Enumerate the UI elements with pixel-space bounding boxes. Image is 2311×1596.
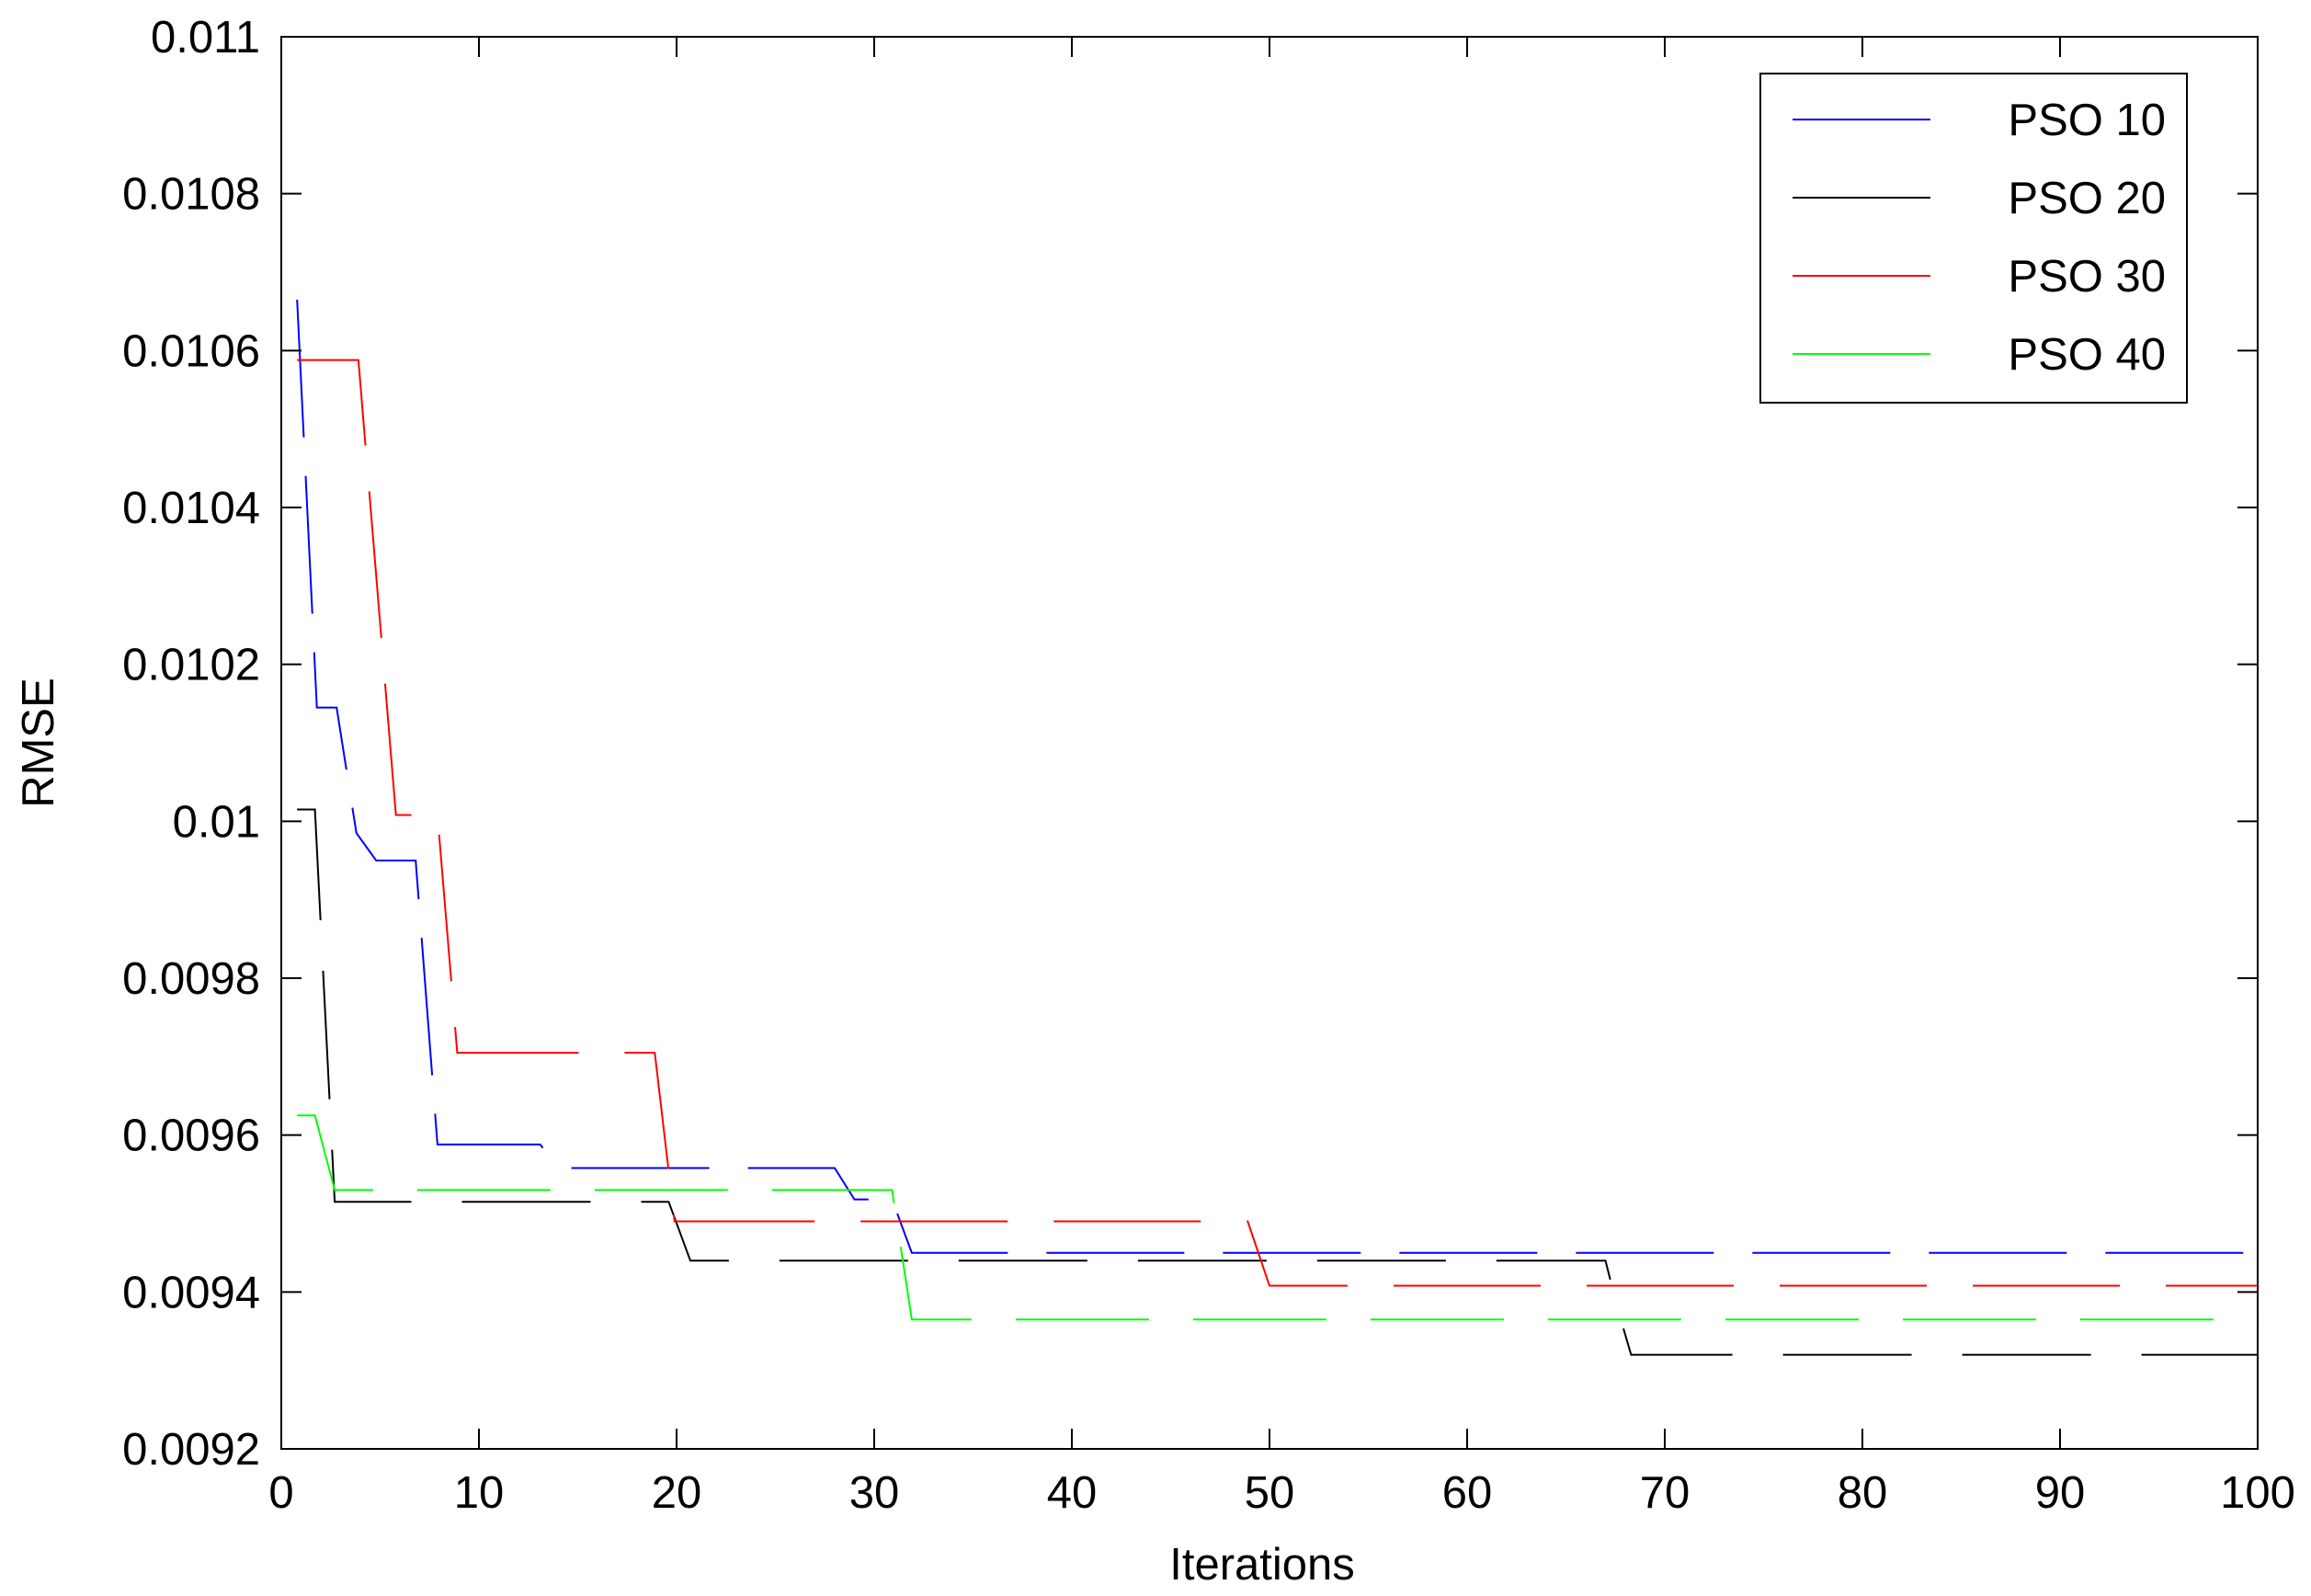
x-tick-label: 100 xyxy=(2220,1468,2295,1518)
series-line-pso-30 xyxy=(297,359,2258,1287)
y-tick-label: 0.0106 xyxy=(122,326,260,376)
y-tick-label: 0.011 xyxy=(151,13,260,63)
legend-label: PSO 10 xyxy=(2008,96,2166,145)
x-tick-label: 0 xyxy=(268,1468,293,1518)
y-tick-label: 0.01 xyxy=(173,797,260,847)
series-line-pso-20 xyxy=(297,808,2258,1356)
y-tick-label: 0.0094 xyxy=(122,1268,260,1317)
y-tick-label: 0.0102 xyxy=(122,641,260,690)
legend-label: PSO 30 xyxy=(2008,252,2166,302)
y-tick-label: 0.0098 xyxy=(122,954,260,1004)
x-tick-label: 40 xyxy=(1047,1468,1098,1518)
x-tick-label: 50 xyxy=(1245,1468,1295,1518)
tick-layer: 0 10 20 30 40 50 60 70 80 90 100 0.0092 0.0094 0.0096… xyxy=(122,13,2295,1518)
x-tick-label: 90 xyxy=(2035,1468,2086,1518)
legend: PSO 10 PSO 20 PSO 30 PSO 40 xyxy=(1759,73,2188,404)
x-tick-label: 80 xyxy=(1838,1468,1888,1518)
series-layer xyxy=(296,299,2258,1356)
series-line-pso-10 xyxy=(296,299,2258,1254)
y-tick-label: 0.0108 xyxy=(122,170,260,220)
x-tick-label: 70 xyxy=(1640,1468,1691,1518)
series-line-pso-40 xyxy=(297,1114,2258,1321)
x-tick-label: 30 xyxy=(849,1468,900,1518)
legend-entries: PSO 10 PSO 20 PSO 30 PSO 40 xyxy=(1793,96,2166,380)
y-tick-label: 0.0096 xyxy=(122,1112,260,1161)
x-tick-label: 60 xyxy=(1442,1468,1493,1518)
legend-label: PSO 40 xyxy=(2008,330,2166,380)
y-axis-title: RMSE xyxy=(14,678,63,808)
y-tick-label: 0.0104 xyxy=(122,484,260,533)
legend-box xyxy=(1759,73,2188,404)
x-tick-label: 20 xyxy=(652,1468,702,1518)
x-tick-label: 10 xyxy=(454,1468,505,1518)
y-tick-label: 0.0092 xyxy=(122,1425,260,1475)
x-axis-title: Iterations xyxy=(1169,1540,1355,1590)
legend-label: PSO 20 xyxy=(2008,174,2166,223)
